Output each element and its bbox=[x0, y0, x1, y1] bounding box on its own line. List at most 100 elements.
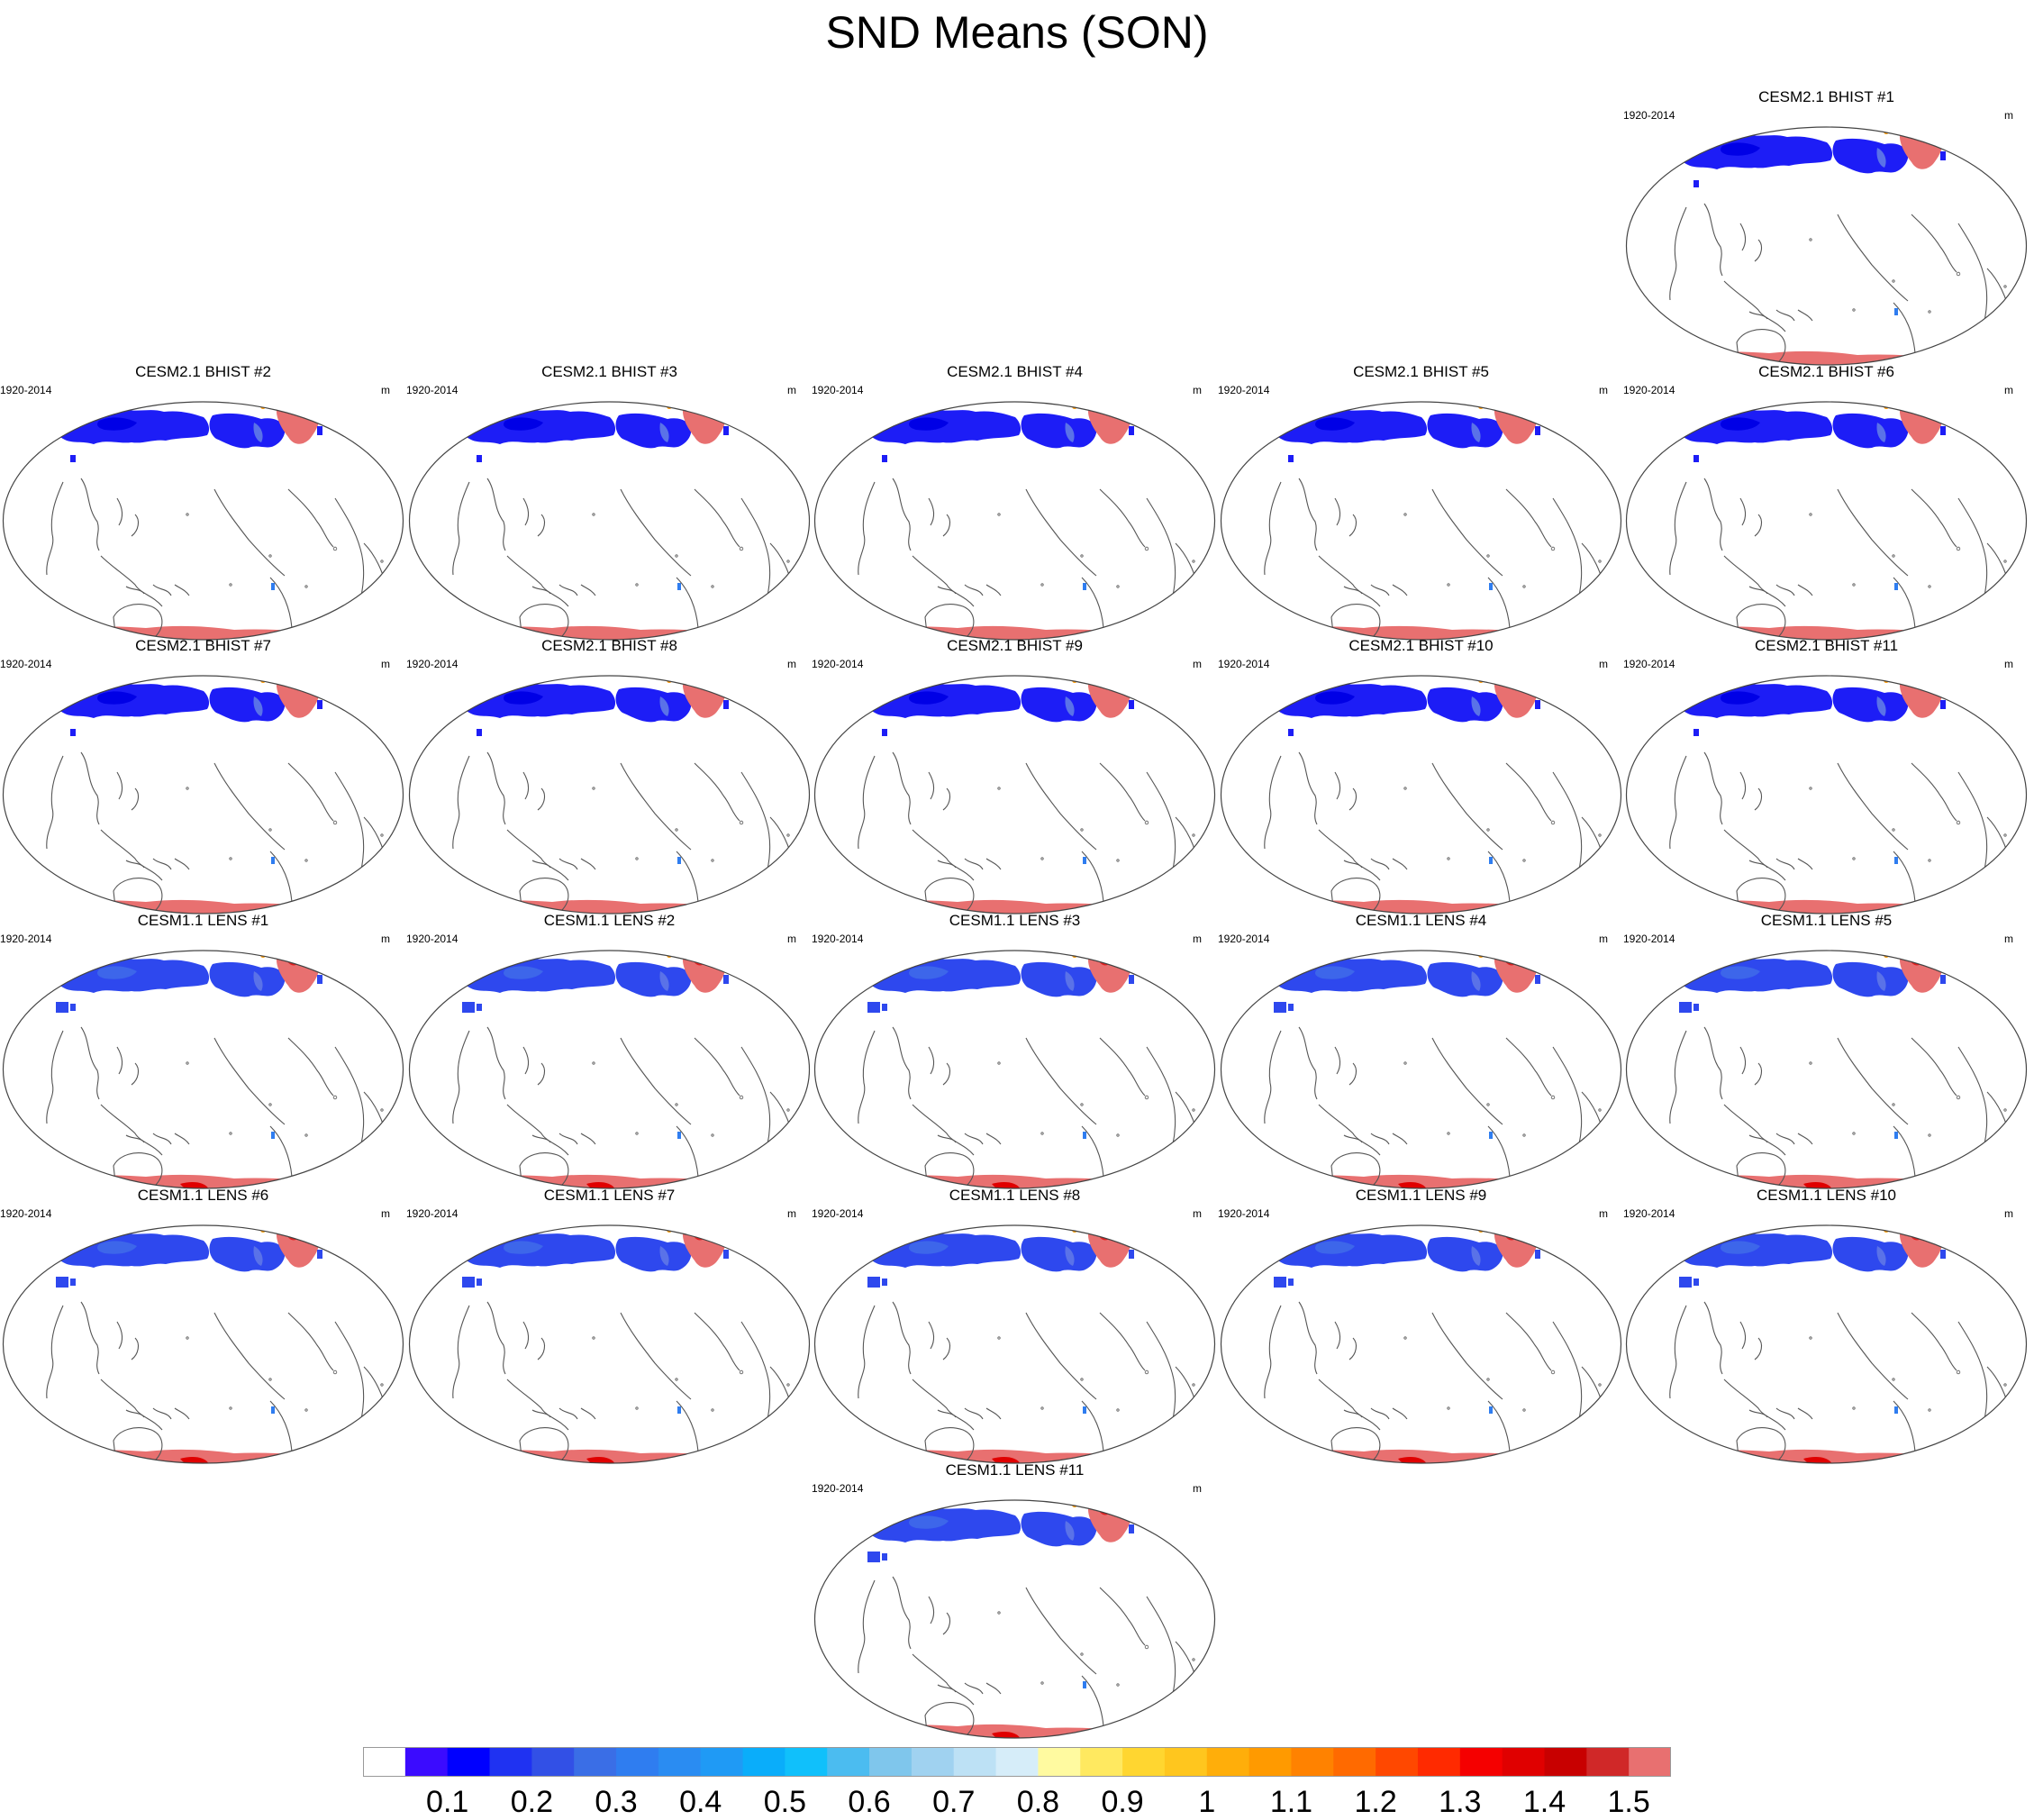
antarctica-core bbox=[894, 1728, 951, 1738]
island bbox=[1550, 820, 1556, 825]
snow-tibet bbox=[1693, 729, 1699, 736]
colorbar-swatch bbox=[1502, 1747, 1545, 1777]
coastline bbox=[1392, 1133, 1408, 1145]
snow-north-america bbox=[1427, 1236, 1503, 1272]
snow-andes bbox=[1083, 583, 1086, 590]
coastline bbox=[1146, 1596, 1176, 1706]
snow-siberia-core bbox=[97, 691, 137, 705]
colorbar: 0.1 0.2 0.3 0.4 0.5 0.6 0.7 0.8 0.9 1 1.1 1.2 1.3 1.4… bbox=[363, 1747, 1671, 1815]
snow-tibet-lens bbox=[56, 1002, 68, 1013]
coastline bbox=[740, 1046, 771, 1156]
colorbar-swatch bbox=[1376, 1747, 1419, 1777]
coastline bbox=[113, 878, 163, 914]
island bbox=[332, 820, 338, 825]
coastline bbox=[1837, 762, 1909, 851]
coastline bbox=[1330, 604, 1381, 640]
snow-siberia-core bbox=[97, 966, 137, 979]
coastline bbox=[1739, 1046, 1763, 1086]
coastline bbox=[1669, 1030, 1687, 1124]
coastline bbox=[985, 584, 1002, 596]
coastline bbox=[1703, 478, 1723, 551]
island bbox=[1040, 583, 1044, 587]
arctic-island bbox=[1884, 129, 1889, 134]
coastline bbox=[46, 1030, 64, 1124]
snow-hudson bbox=[253, 971, 263, 991]
map-border bbox=[1625, 401, 2028, 641]
panel-period-label: 1920-2014 bbox=[0, 658, 52, 670]
island bbox=[52, 605, 56, 608]
snow-tibet bbox=[882, 455, 887, 462]
island bbox=[186, 1061, 189, 1065]
island bbox=[1159, 1732, 1163, 1735]
coastline bbox=[1264, 481, 1282, 576]
coastline bbox=[1552, 1321, 1583, 1431]
snow-hudson bbox=[1876, 1246, 1886, 1266]
snow-andes bbox=[271, 583, 275, 590]
map-background bbox=[814, 951, 1215, 1188]
coastline bbox=[1669, 755, 1687, 850]
antarctica-patch bbox=[1398, 1182, 1427, 1188]
map-plot bbox=[813, 1224, 1216, 1464]
snow-gap bbox=[486, 413, 498, 420]
coastline bbox=[928, 1046, 951, 1086]
coastline bbox=[1318, 1379, 1381, 1431]
map-plot bbox=[2, 401, 404, 641]
colorbar-swatch bbox=[1629, 1747, 1671, 1777]
coastline bbox=[1552, 497, 1583, 607]
colorbar-label: 0.8 bbox=[1017, 1785, 1059, 1815]
antarctica-patch bbox=[1803, 1182, 1832, 1188]
map-border bbox=[1625, 675, 2028, 915]
panel-title: CESM1.1 LENS #4 bbox=[1355, 912, 1487, 929]
island bbox=[1447, 1406, 1450, 1410]
panel-title: CESM2.1 BHIST #11 bbox=[1754, 637, 1899, 654]
island bbox=[1824, 1483, 1826, 1485]
island bbox=[1566, 1457, 1569, 1461]
island bbox=[1598, 560, 1602, 563]
coastline bbox=[694, 488, 740, 548]
island bbox=[635, 1406, 639, 1410]
island bbox=[1809, 513, 1812, 516]
coastline bbox=[1431, 762, 1503, 851]
coastline bbox=[1889, 1400, 1916, 1463]
panel-title: CESM1.1 LENS #11 bbox=[945, 1461, 1085, 1479]
panel-period-label: 1920-2014 bbox=[1218, 933, 1270, 945]
island bbox=[1159, 907, 1163, 911]
coastline bbox=[937, 584, 984, 596]
island bbox=[997, 787, 1001, 790]
coastline bbox=[1552, 1046, 1583, 1156]
panel-period-label: 1920-2014 bbox=[1218, 1207, 1270, 1220]
snow-north-america bbox=[1021, 1511, 1097, 1547]
panel-units-label: m bbox=[2004, 109, 2013, 122]
snow-andes bbox=[677, 1132, 681, 1139]
map-border bbox=[1220, 950, 1622, 1189]
coastline bbox=[486, 751, 506, 825]
snow-tibet bbox=[882, 1553, 887, 1561]
snow-hudson bbox=[1876, 971, 1886, 991]
arctic-island bbox=[1072, 678, 1077, 683]
snow-siberia-core bbox=[504, 417, 543, 431]
colorbar-swatch bbox=[658, 1747, 702, 1777]
colorbar-swatch bbox=[1544, 1747, 1587, 1777]
coastline bbox=[1723, 829, 1786, 881]
island bbox=[348, 1457, 351, 1461]
snow-gap bbox=[891, 1511, 903, 1518]
coastline bbox=[1431, 488, 1503, 577]
coastline bbox=[266, 1400, 293, 1463]
coastline bbox=[125, 584, 172, 596]
snow-north-america bbox=[1832, 138, 1909, 174]
island bbox=[1852, 583, 1856, 587]
island bbox=[1144, 820, 1149, 825]
coastline bbox=[928, 1596, 951, 1635]
coastline bbox=[580, 1407, 596, 1420]
coastline bbox=[334, 1046, 365, 1156]
coastline bbox=[1099, 1312, 1146, 1371]
snow-hudson bbox=[1876, 696, 1886, 716]
coastline bbox=[116, 497, 140, 537]
island bbox=[52, 1428, 56, 1432]
island bbox=[82, 1472, 84, 1474]
colorbar-label: 0.5 bbox=[764, 1785, 806, 1815]
snow-scandinavia bbox=[1940, 1250, 1946, 1259]
snow-siberia-core bbox=[909, 966, 949, 979]
snow-siberia-core bbox=[1315, 691, 1355, 705]
colorbar-swatch bbox=[953, 1747, 997, 1777]
